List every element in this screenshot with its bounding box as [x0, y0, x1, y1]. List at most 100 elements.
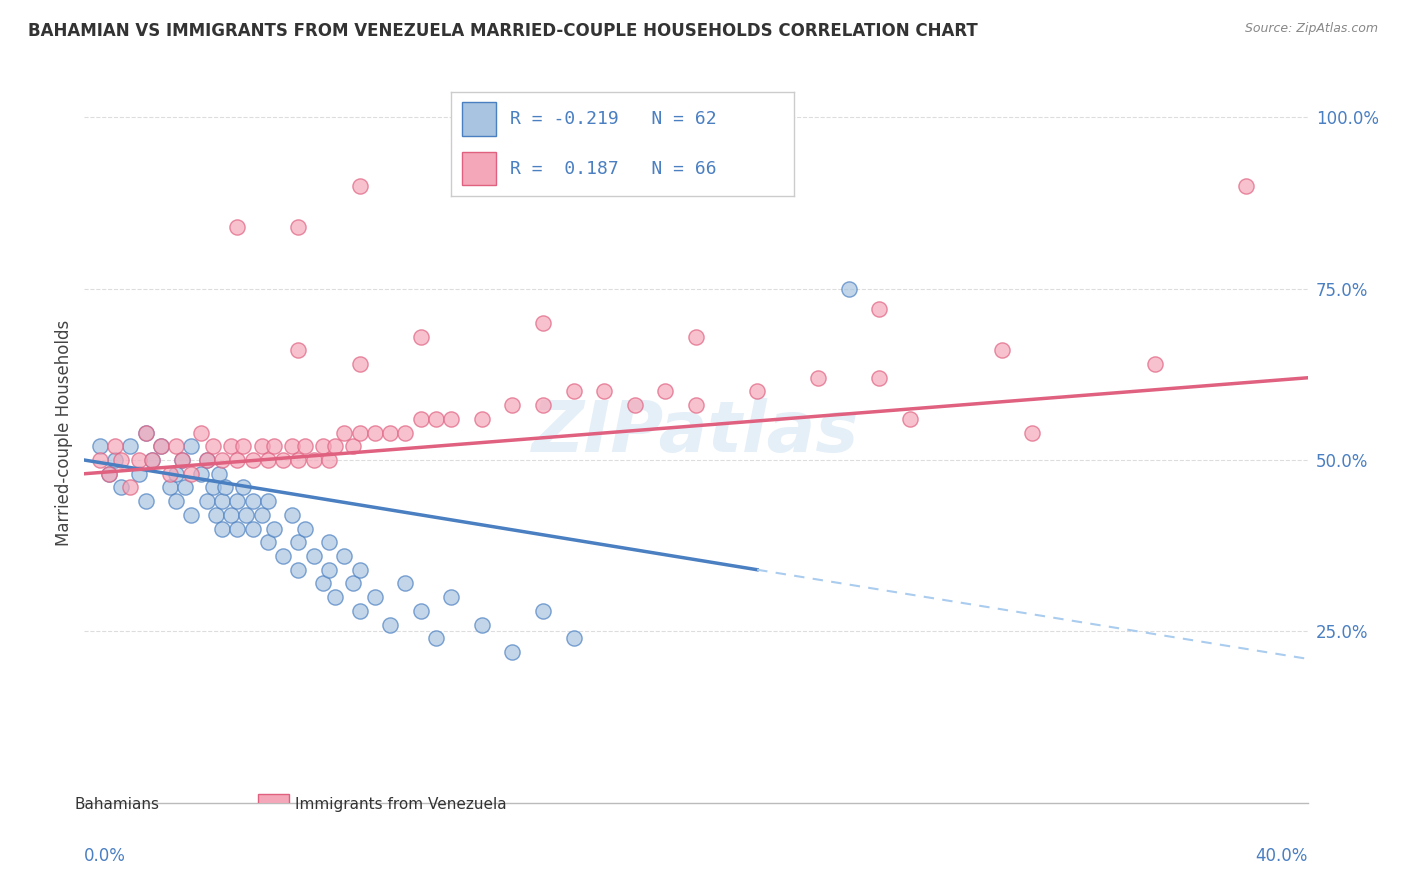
Point: [242, 522, 264, 536]
Point: [120, 439, 142, 453]
Point: [235, 508, 257, 522]
Point: [318, 535, 340, 549]
Point: [349, 604, 371, 618]
Point: [281, 508, 304, 522]
Point: [128, 467, 150, 481]
Point: [190, 467, 212, 481]
Point: [195, 494, 218, 508]
Point: [685, 329, 707, 343]
Point: [380, 425, 402, 440]
Point: [257, 494, 280, 508]
Point: [165, 467, 187, 481]
Point: [323, 439, 346, 453]
Point: [120, 480, 142, 494]
Point: [287, 343, 309, 358]
Point: [394, 576, 416, 591]
Point: [263, 522, 285, 536]
Point: [312, 576, 335, 591]
Point: [502, 398, 524, 412]
Point: [180, 439, 202, 453]
Point: [471, 412, 494, 426]
Point: [226, 494, 249, 508]
Point: [226, 522, 249, 536]
Point: [263, 439, 285, 453]
Point: [380, 617, 402, 632]
Point: [1143, 357, 1166, 371]
Point: [323, 590, 346, 604]
Point: [149, 439, 172, 453]
Point: [135, 425, 157, 440]
Point: [201, 480, 224, 494]
Point: [180, 508, 202, 522]
Point: [333, 425, 356, 440]
Point: [869, 302, 891, 317]
Point: [89, 453, 111, 467]
Point: [471, 617, 494, 632]
Point: [135, 494, 157, 508]
Point: [294, 439, 316, 453]
Point: [287, 219, 309, 234]
Point: [104, 453, 127, 467]
Point: [281, 439, 304, 453]
Point: [1236, 178, 1258, 193]
Point: [128, 453, 150, 467]
Point: [97, 467, 120, 481]
Point: [149, 439, 172, 453]
Text: ZIPatlas: ZIPatlas: [533, 398, 859, 467]
Point: [141, 453, 163, 467]
Point: [364, 425, 387, 440]
Point: [110, 453, 132, 467]
Text: 40.0%: 40.0%: [1256, 847, 1308, 865]
Point: [287, 563, 309, 577]
Point: [593, 384, 616, 399]
Point: [232, 439, 254, 453]
Point: [211, 453, 233, 467]
Point: [312, 439, 335, 453]
Point: [531, 604, 554, 618]
Point: [219, 508, 242, 522]
Point: [97, 467, 120, 481]
Point: [349, 425, 371, 440]
Point: [409, 412, 432, 426]
Point: [159, 467, 181, 481]
Point: [250, 508, 273, 522]
Point: [409, 329, 432, 343]
Point: [394, 425, 416, 440]
Point: [898, 412, 921, 426]
Point: [172, 453, 194, 467]
Point: [287, 453, 309, 467]
Point: [838, 282, 860, 296]
Point: [425, 412, 447, 426]
Point: [287, 535, 309, 549]
Point: [104, 439, 127, 453]
FancyBboxPatch shape: [38, 794, 69, 813]
Point: [180, 467, 202, 481]
Point: [562, 632, 585, 646]
Point: [257, 453, 280, 467]
Point: [869, 371, 891, 385]
Point: [110, 480, 132, 494]
Point: [364, 590, 387, 604]
Point: [250, 439, 273, 453]
Point: [318, 563, 340, 577]
FancyBboxPatch shape: [259, 794, 288, 813]
Point: [318, 453, 340, 467]
Point: [195, 453, 218, 467]
Point: [271, 453, 294, 467]
Point: [205, 508, 228, 522]
Point: [685, 398, 707, 412]
Point: [214, 480, 236, 494]
Text: BAHAMIAN VS IMMIGRANTS FROM VENEZUELA MARRIED-COUPLE HOUSEHOLDS CORRELATION CHAR: BAHAMIAN VS IMMIGRANTS FROM VENEZUELA MA…: [28, 22, 977, 40]
Point: [242, 494, 264, 508]
Point: [174, 480, 197, 494]
Point: [165, 439, 187, 453]
Point: [349, 357, 371, 371]
Point: [195, 453, 218, 467]
Y-axis label: Married-couple Households: Married-couple Households: [55, 319, 73, 546]
Point: [242, 453, 264, 467]
Text: 0.0%: 0.0%: [84, 847, 127, 865]
Point: [349, 178, 371, 193]
Point: [271, 549, 294, 563]
Point: [562, 384, 585, 399]
Point: [1021, 425, 1043, 440]
